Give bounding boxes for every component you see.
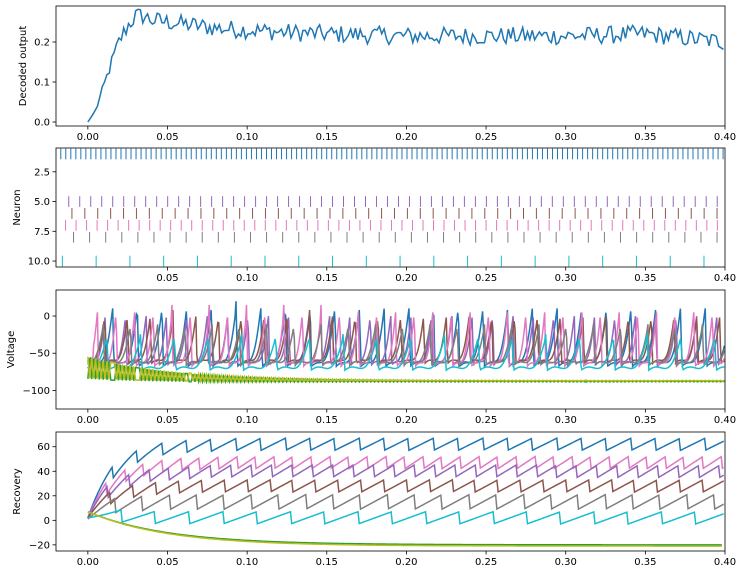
- recovery-line-4: [87, 493, 725, 520]
- y-tick-label: 0: [44, 516, 50, 527]
- y-tick-label: 60: [37, 442, 50, 453]
- x-tick-label: 0.30: [555, 557, 577, 568]
- x-tick-label: 0.15: [316, 273, 338, 284]
- y-tick-label: 20: [37, 491, 50, 502]
- voltage-line-3: [87, 304, 725, 371]
- x-tick-label: 0.25: [475, 557, 497, 568]
- x-tick-label: 0.40: [714, 273, 736, 284]
- x-tick-label: 0.00: [77, 415, 99, 426]
- x-tick-label: 0.10: [236, 415, 258, 426]
- x-tick-label: 0.40: [714, 415, 736, 426]
- y-axis-label: Voltage: [6, 331, 17, 369]
- x-tick-label: 0.15: [316, 557, 338, 568]
- y-tick-label: 40: [37, 467, 50, 478]
- y-axis-label: Recovery: [12, 468, 23, 514]
- x-tick-label: 0.10: [236, 132, 258, 143]
- y-axis-label: Neuron: [12, 189, 23, 225]
- axes-frame: [55, 5, 726, 127]
- y-tick-label: 7.5: [34, 227, 50, 238]
- x-tick-label: 0.00: [77, 132, 99, 143]
- recovery-line-7: [87, 511, 722, 547]
- x-tick-label: 0.35: [634, 557, 656, 568]
- x-tick-label: 0.40: [714, 557, 736, 568]
- axes-frame: [55, 431, 726, 552]
- x-tick-label: 0.30: [555, 415, 577, 426]
- x-tick-label: 0.35: [634, 132, 656, 143]
- x-tick-label: 0.20: [395, 273, 417, 284]
- y-tick-label: 2.5: [34, 167, 50, 178]
- axes-frame: [55, 289, 726, 410]
- plot-area: [87, 8, 724, 123]
- voltage-line-7: [87, 356, 725, 384]
- voltage-panel: 0.00 0.05 0.10 0.15 0.20 0.25 0.30 0.35 0.40 0 −50…: [6, 289, 736, 426]
- x-tick-label: 0.15: [316, 132, 338, 143]
- x-tick-label: 0.20: [395, 557, 417, 568]
- x-tick-label: 0.25: [475, 273, 497, 284]
- neuron-raster-panel: 0.05 0.10 0.15 0.20 0.25 0.30 0.35 0.40 2.5 5.0 7.…: [12, 147, 736, 284]
- y-tick-label: −50: [29, 349, 50, 360]
- decoded-output-panel: 0.00 0.05 0.10 0.15 0.20 0.25 0.30 0.35 0.40 0.0 0…: [18, 5, 736, 143]
- x-tick-label: 0.30: [555, 273, 577, 284]
- recovery-line-0: [87, 436, 725, 519]
- x-tick-label: 0.25: [475, 415, 497, 426]
- x-tick-label: 0.25: [475, 132, 497, 143]
- plot-area: [87, 436, 725, 547]
- recovery-panel: 0.00 0.05 0.10 0.15 0.20 0.25 0.30 0.35 0.40 −20 0…: [12, 431, 736, 568]
- x-tick-label: 0.35: [634, 273, 656, 284]
- x-tick-label: 0.20: [395, 415, 417, 426]
- x-tick-label: 0.40: [714, 132, 736, 143]
- y-tick-label: −20: [29, 540, 50, 551]
- x-tick-label: 0.05: [156, 132, 178, 143]
- y-tick-label: 5.0: [34, 197, 50, 208]
- y-tick-label: 0: [44, 312, 50, 323]
- y-tick-label: 0.2: [34, 38, 50, 49]
- decoded-output-line: [87, 8, 724, 123]
- plot-area: [87, 301, 725, 385]
- x-tick-label: 0.10: [236, 273, 258, 284]
- y-tick-label: 10.0: [28, 257, 50, 268]
- recovery-line-1: [87, 455, 725, 519]
- x-tick-label: 0.05: [156, 557, 178, 568]
- x-tick-label: 0.30: [555, 132, 577, 143]
- y-tick-label: 0.1: [34, 78, 50, 89]
- voltage-line-4: [87, 324, 725, 372]
- recovery-line-5: [87, 509, 724, 526]
- voltage-line-5: [87, 334, 725, 372]
- recovery-line-2: [87, 463, 725, 519]
- axes-frame: [55, 147, 726, 268]
- recovery-line-3: [87, 478, 725, 519]
- x-tick-label: 0.20: [395, 132, 417, 143]
- x-tick-label: 0.05: [156, 273, 178, 284]
- y-tick-label: 0.0: [34, 118, 50, 129]
- y-tick-label: −100: [23, 386, 50, 397]
- x-tick-label: 0.00: [77, 557, 99, 568]
- y-axis-label: Decoded output: [18, 26, 29, 107]
- recovery-line-6: [87, 511, 722, 546]
- x-tick-label: 0.15: [316, 415, 338, 426]
- x-tick-label: 0.35: [634, 415, 656, 426]
- x-tick-label: 0.10: [236, 557, 258, 568]
- x-tick-label: 0.05: [156, 415, 178, 426]
- plot-area: [60, 148, 724, 267]
